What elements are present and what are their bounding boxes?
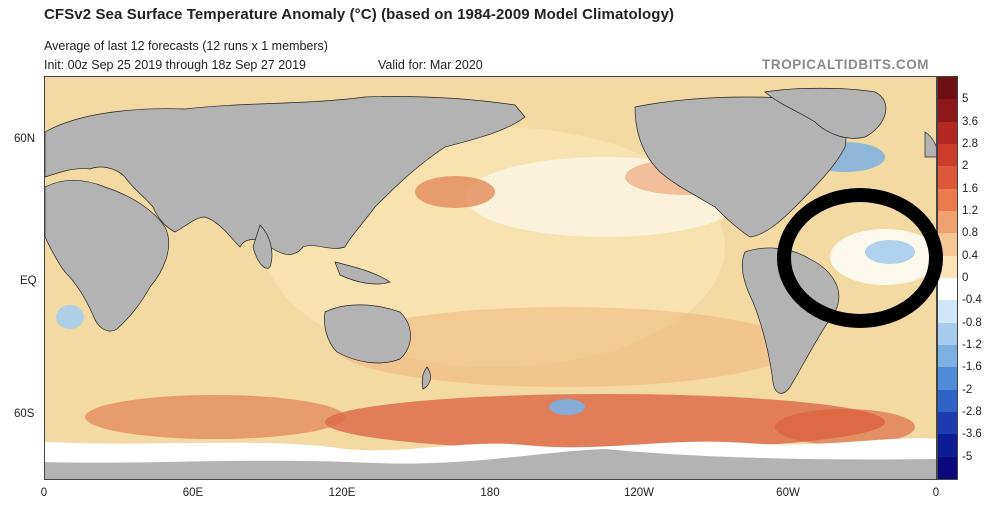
colorbar-segment: [938, 345, 957, 368]
landmasses: [45, 87, 936, 394]
colorbar-tick-label: 1.2: [962, 205, 978, 217]
colorbar-tick-label: 3.6: [962, 115, 978, 128]
lon-label-180: 180: [480, 487, 500, 499]
south-atlantic-warm: [775, 409, 915, 445]
lat-label-60n: 60N: [14, 133, 36, 145]
south-pacific-warm: [335, 307, 795, 387]
lon-label-120e: 120E: [328, 487, 356, 499]
colorbar-tick-label: -0.4: [962, 294, 982, 307]
colorbar-tick-label: 0.4: [962, 249, 978, 262]
australia: [324, 304, 411, 364]
eurasia: [45, 96, 526, 255]
india: [252, 224, 273, 269]
lon-label-60w: 60W: [776, 487, 800, 499]
colorbar-segment: [938, 300, 957, 324]
europe-east-edge: [924, 131, 936, 158]
colorbar-segment: [938, 389, 957, 413]
colorbar-segment: [938, 99, 957, 123]
indian-southern-warm: [85, 395, 345, 439]
colorbar-segment: [938, 77, 957, 100]
colorbar: [937, 76, 958, 480]
colorbar-segment: [938, 144, 957, 167]
highlight-circle: [777, 188, 943, 328]
colorbar-tick-label: 0: [962, 272, 969, 284]
colorbar-tick-label: -1.6: [962, 361, 982, 374]
lon-label-120w: 120W: [623, 487, 655, 499]
colorbar-tick-label: 1.6: [962, 182, 978, 195]
maritime-continent: [334, 261, 391, 285]
colorbar-segment: [938, 121, 957, 145]
antarctic-region: [45, 438, 936, 479]
colorbar-segment: [938, 233, 957, 257]
south-atlantic-cool-patch: [56, 305, 84, 329]
colorbar-tick-label: -1.2: [962, 339, 982, 351]
africa: [45, 179, 169, 332]
colorbar-segment: [938, 434, 957, 458]
southern-ocean-warm: [325, 394, 885, 450]
valid-time: Valid for: Mar 2020: [378, 58, 483, 72]
colorbar-segment: [938, 211, 957, 234]
colorbar-segment: [938, 188, 957, 212]
colorbar-tick-label: -0.8: [962, 316, 982, 329]
lon-label-0-west: 0: [40, 487, 48, 499]
colorbar-tick-label: 5: [962, 93, 969, 106]
colorbar-segment: [938, 278, 957, 301]
colorbar-segment: [938, 322, 957, 346]
south-pacific-cool-patch: [549, 399, 585, 415]
colorbar-tick-label: 0.8: [962, 227, 978, 240]
colorbar-tick-label: -2.8: [962, 406, 982, 418]
antarctica-land: [45, 449, 936, 479]
colorbar-tick-label: -3.6: [962, 428, 982, 441]
colorbar-segment: [938, 412, 957, 435]
kuroshio-warm: [415, 176, 495, 208]
lat-label-60s: 60S: [14, 408, 35, 420]
colorbar-segment: [938, 456, 957, 480]
colorbar-tick-label: 2: [962, 160, 969, 173]
map-title: CFSv2 Sea Surface Temperature Anomaly (°…: [44, 6, 675, 23]
lon-label-60e: 60E: [182, 487, 204, 499]
lat-label-eq: EQ: [20, 275, 37, 287]
colorbar-tick-label: 2.8: [962, 138, 978, 150]
colorbar-segment: [938, 166, 957, 190]
greenland: [764, 87, 887, 139]
new-zealand: [421, 366, 431, 390]
site-credit: TROPICALTIDBITS.COM: [762, 57, 930, 72]
colorbar-tick-label: -2: [962, 383, 973, 396]
lon-label-0-east: 0: [932, 487, 940, 499]
colorbar-tick-label: -5: [962, 450, 973, 463]
map-subtitle: Average of last 12 forecasts (12 runs x …: [44, 39, 328, 53]
init-time: Init: 00z Sep 25 2019 through 18z Sep 27…: [44, 58, 307, 72]
colorbar-segment: [938, 367, 957, 391]
